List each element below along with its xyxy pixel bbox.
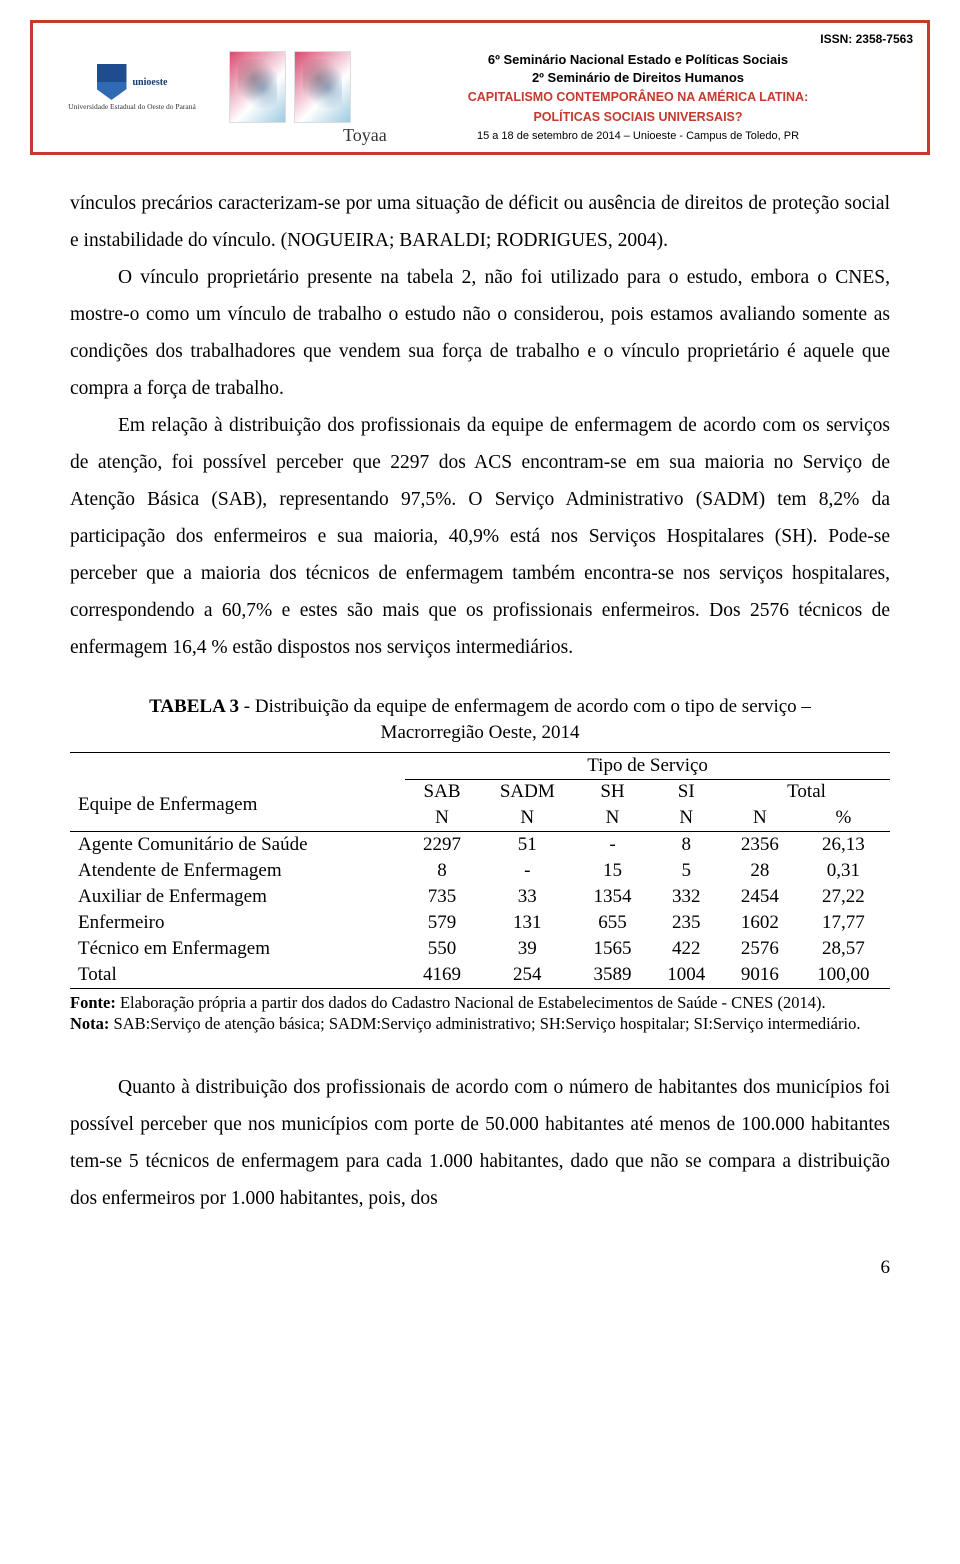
banner-logo-block: unioeste Universidade Estadual do Oeste … (47, 64, 217, 111)
cell: 422 (649, 936, 723, 962)
cell: 655 (576, 910, 650, 936)
art-thumb-icon (229, 51, 286, 123)
cell: 235 (649, 910, 723, 936)
col-header: SADM (479, 779, 576, 805)
table-row: Técnico em Enfermagem550391565422257628,… (70, 936, 890, 962)
page-number: 6 (0, 1257, 890, 1279)
sub-header: N (576, 805, 650, 832)
table-caption-bold: TABELA 3 (149, 696, 239, 717)
fonte-text: Elaboração própria a partir dos dados do… (116, 993, 826, 1012)
university-name: unioeste (133, 77, 168, 88)
row-label: Agente Comunitário de Saúde (70, 832, 405, 859)
paragraph-2: O vínculo proprietário presente na tabel… (70, 259, 890, 407)
cell: 1004 (649, 962, 723, 989)
row-label: Técnico em Enfermagem (70, 936, 405, 962)
cell: 27,22 (797, 884, 890, 910)
cell: 0,31 (797, 858, 890, 884)
cell: 28,57 (797, 936, 890, 962)
row-label: Atendente de Enfermagem (70, 858, 405, 884)
cell: 33 (479, 884, 576, 910)
row-label: Auxiliar de Enfermagem (70, 884, 405, 910)
table-spanning-header: Tipo de Serviço (405, 752, 890, 779)
university-logo (97, 64, 127, 102)
sub-header: N (723, 805, 797, 832)
cell: 51 (479, 832, 576, 859)
cell: 550 (405, 936, 479, 962)
cell: 9016 (723, 962, 797, 989)
cell: 8 (649, 832, 723, 859)
cell: 2356 (723, 832, 797, 859)
fonte-label: Fonte: (70, 993, 116, 1012)
col-header: Total (723, 779, 890, 805)
row-label: Total (70, 962, 405, 989)
col-header: SAB (405, 779, 479, 805)
cell: 15 (576, 858, 650, 884)
table-row: Total4169254358910049016100,00 (70, 962, 890, 989)
cell: 39 (479, 936, 576, 962)
nota-label: Nota: (70, 1014, 109, 1033)
table-row: Agente Comunitário de Saúde229751-823562… (70, 832, 890, 859)
table-row: Auxiliar de Enfermagem735331354332245427… (70, 884, 890, 910)
cell: 1602 (723, 910, 797, 936)
issn-label: ISSN: 2358-7563 (363, 31, 913, 47)
cell: 28 (723, 858, 797, 884)
sub-header: N (649, 805, 723, 832)
table-caption-rest: - Distribuição da equipe de enfermagem d… (239, 696, 811, 743)
cell: 5 (649, 858, 723, 884)
paragraph-3: Em relação à distribuição dos profission… (70, 407, 890, 666)
cell: 8 (405, 858, 479, 884)
cell: 131 (479, 910, 576, 936)
artwork-thumbnails (229, 51, 351, 123)
cell: 3589 (576, 962, 650, 989)
cell: 1354 (576, 884, 650, 910)
table-source: Fonte: Elaboração própria a partir dos d… (70, 993, 890, 1034)
data-table: Tipo de Serviço Equipe de Enfermagem SAB… (70, 752, 890, 990)
col-header: SI (649, 779, 723, 805)
cell: 4169 (405, 962, 479, 989)
cell: - (576, 832, 650, 859)
cell: 735 (405, 884, 479, 910)
cell: 579 (405, 910, 479, 936)
sub-header: N (479, 805, 576, 832)
table-row: Atendente de Enfermagem8-155280,31 (70, 858, 890, 884)
nota-text: SAB:Serviço de atenção básica; SADM:Serv… (109, 1014, 860, 1033)
col-header: SH (576, 779, 650, 805)
sub-header: N (405, 805, 479, 832)
cell: 17,77 (797, 910, 890, 936)
university-subtext: Universidade Estadual do Oeste do Paraná (68, 102, 196, 111)
seminar-line-2: 2º Seminário de Direitos Humanos (363, 69, 913, 87)
seminar-line-1: 6º Seminário Nacional Estado e Políticas… (363, 51, 913, 69)
theme-line-1: CAPITALISMO CONTEMPORÂNEO NA AMÉRICA LAT… (363, 89, 913, 106)
cell: 26,13 (797, 832, 890, 859)
table-caption: TABELA 3 - Distribuição da equipe de enf… (120, 694, 840, 745)
table-row: Enfermeiro579131655235160217,77 (70, 910, 890, 936)
theme-line-2: POLÍTICAS SOCIAIS UNIVERSAIS? (363, 109, 913, 126)
paragraph-1: vínculos precários caracterizam-se por u… (70, 185, 890, 259)
artist-signature: Toyaa (343, 125, 387, 146)
event-date: 15 a 18 de setembro de 2014 – Unioeste -… (363, 129, 913, 144)
cell: 2576 (723, 936, 797, 962)
art-thumb-icon (294, 51, 351, 123)
paragraph-4: Quanto à distribuição dos profissionais … (70, 1069, 890, 1217)
cell: 332 (649, 884, 723, 910)
body-text-block: vínculos precários caracterizam-se por u… (70, 185, 890, 667)
cell: 254 (479, 962, 576, 989)
table-rowlabel-header: Equipe de Enfermagem (70, 779, 405, 832)
header-banner: unioeste Universidade Estadual do Oeste … (30, 20, 930, 155)
cell: - (479, 858, 576, 884)
banner-text-block: ISSN: 2358-7563 6º Seminário Nacional Es… (363, 31, 913, 144)
cell: 100,00 (797, 962, 890, 989)
cell: 2297 (405, 832, 479, 859)
sub-header: % (797, 805, 890, 832)
row-label: Enfermeiro (70, 910, 405, 936)
cell: 1565 (576, 936, 650, 962)
body-text-after-table: Quanto à distribuição dos profissionais … (70, 1069, 890, 1217)
cell: 2454 (723, 884, 797, 910)
shield-icon (97, 64, 127, 100)
